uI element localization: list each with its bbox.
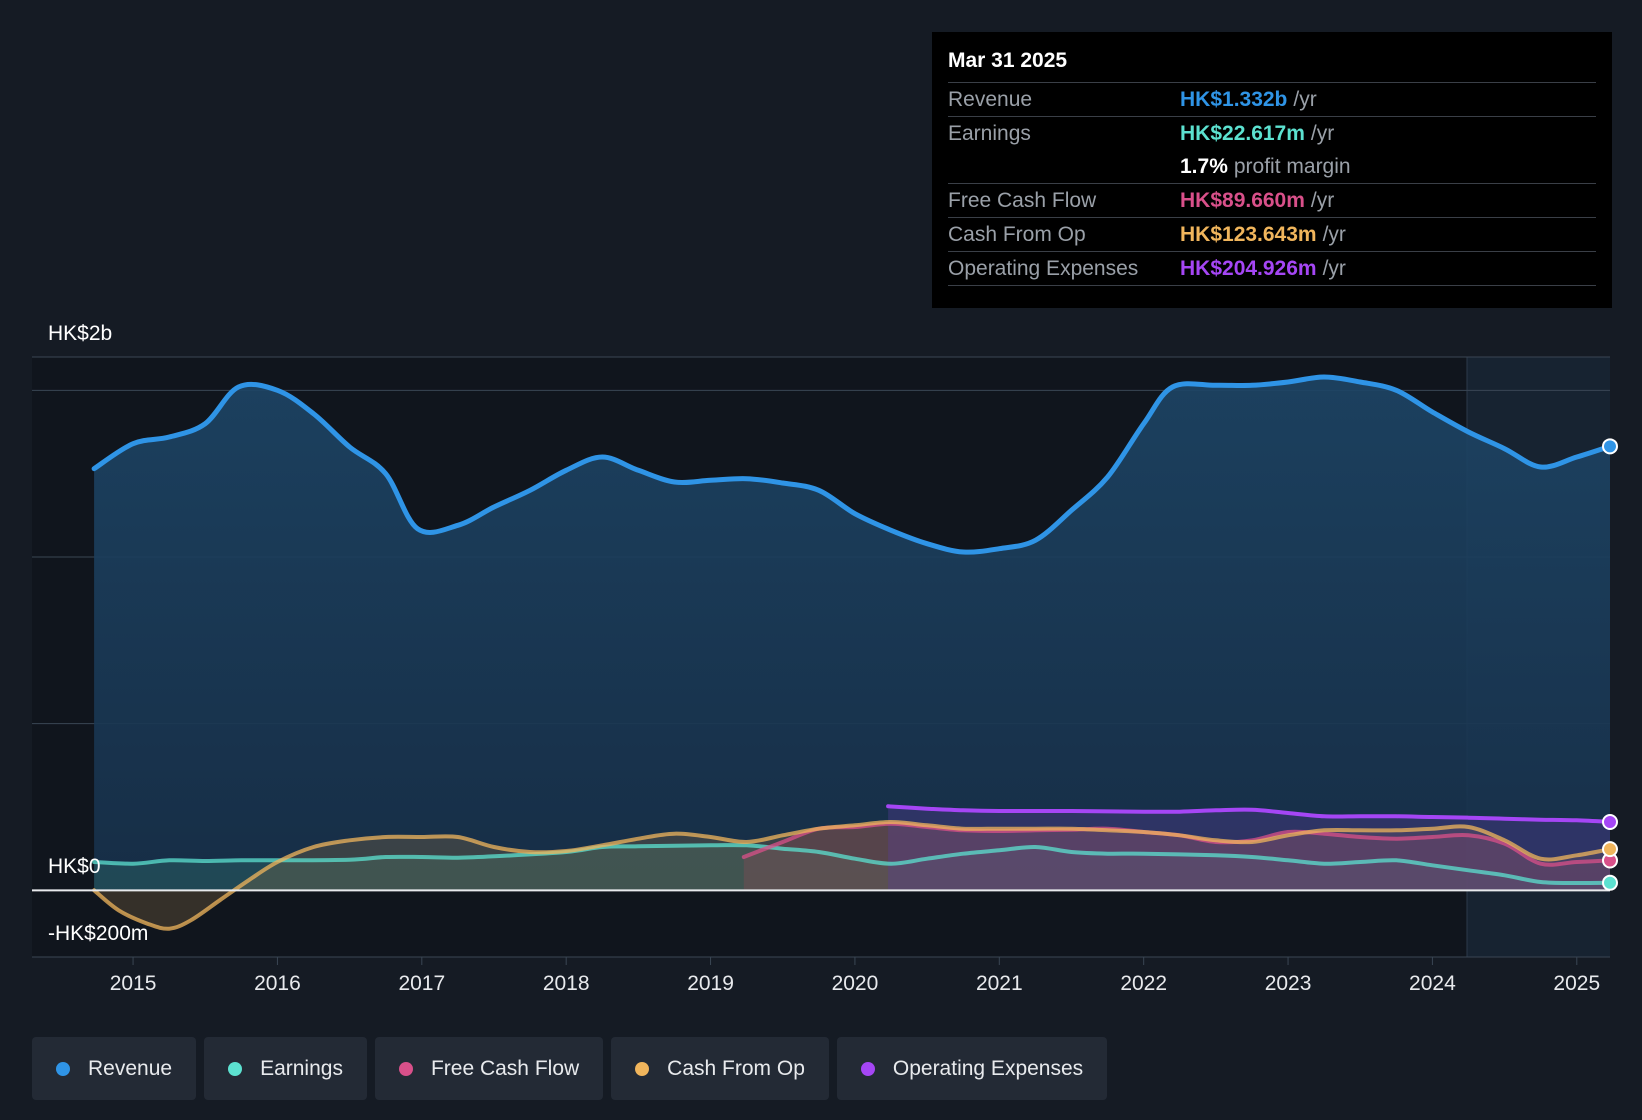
earnings-line — [92, 843, 1612, 886]
y-axis-labels: HK$2b HK$0 -HK$200m — [48, 322, 148, 945]
x-tick-label: 2017 — [398, 972, 445, 995]
chart-legend: Revenue Earnings Free Cash Flow Cash From O… — [32, 1037, 1108, 1100]
tooltip-label: Revenue — [948, 87, 1033, 111]
legend-item-earnings[interactable]: Earnings — [204, 1037, 367, 1100]
cash-from-op-line — [92, 820, 1612, 931]
tooltip-unit: /yr — [1310, 121, 1335, 145]
cash-from-op-end-marker[interactable] — [1602, 841, 1618, 858]
revenue-line — [91, 374, 1613, 555]
operating-expenses-line — [886, 804, 1612, 824]
series-lines — [91, 374, 1613, 931]
cash-from-op-area — [94, 822, 1611, 929]
x-tick-label: 2015 — [110, 972, 157, 995]
tooltip-label: Earnings — [948, 121, 1031, 145]
tooltip-label: Operating Expenses — [948, 256, 1139, 280]
tooltip-row: Operating Expenses HK$204.926m/yr — [948, 251, 1596, 286]
legend-item-free-cash-flow[interactable]: Free Cash Flow — [374, 1037, 604, 1100]
tooltip-unit: profit margin — [1233, 154, 1351, 178]
legend-dot-icon — [228, 1061, 243, 1076]
series-end-markers — [1602, 438, 1618, 891]
legend-label: Revenue — [88, 1056, 173, 1080]
x-tick-label: 2022 — [1120, 972, 1167, 995]
tooltip-value: HK$123.643m — [1180, 222, 1317, 246]
tooltip-row: Revenue HK$1.332b/yr — [948, 82, 1596, 116]
x-tick-label: 2016 — [254, 972, 301, 995]
tooltip-date: Mar 31 2025 — [948, 49, 1068, 72]
tooltip-row: Earnings HK$22.617m/yr — [948, 116, 1596, 150]
y-tick-label: HK$2b — [48, 322, 112, 345]
operating-expenses-end-marker[interactable] — [1602, 814, 1618, 831]
tooltip-row: Free Cash Flow HK$89.660m/yr — [948, 183, 1596, 217]
legend-item-cash-from-op[interactable]: Cash From Op — [611, 1037, 829, 1100]
x-tick-label: 2025 — [1553, 972, 1600, 995]
tooltip-row: 1.7% profit margin — [948, 150, 1596, 183]
x-tick-label: 2019 — [687, 972, 734, 995]
revenue-end-marker[interactable] — [1602, 438, 1618, 455]
y-tick-label: -HK$200m — [48, 922, 148, 945]
y-tick-label: HK$0 — [48, 855, 101, 878]
legend-dot-icon — [635, 1061, 650, 1076]
tooltip-label: Cash From Op — [948, 222, 1086, 246]
legend-dot-icon — [56, 1061, 70, 1076]
tooltip-value: 1.7% — [1180, 154, 1228, 178]
legend-label: Earnings — [260, 1056, 343, 1080]
tooltip-unit: /yr — [1310, 188, 1335, 212]
x-tick-label: 2018 — [543, 972, 590, 995]
earnings-end-marker[interactable] — [1602, 874, 1618, 891]
x-tick-label: 2024 — [1409, 972, 1456, 995]
tooltip-value: HK$22.617m — [1180, 121, 1305, 145]
revenue-area — [94, 377, 1611, 891]
legend-dot-icon — [398, 1061, 413, 1076]
legend-item-revenue[interactable]: Revenue — [32, 1037, 197, 1100]
legend-label: Cash From Op — [667, 1056, 805, 1080]
tooltip-row: Cash From Op HK$123.643m/yr — [948, 217, 1596, 251]
legend-dot-icon — [860, 1061, 875, 1076]
legend-label: Free Cash Flow — [430, 1056, 580, 1080]
x-axis-labels: 2015 2016 2017 2018 2019 2020 2021 2022 2023 2024… — [110, 957, 1600, 995]
tooltip-unit: /yr — [1322, 256, 1346, 280]
x-tick-label: 2023 — [1265, 972, 1312, 995]
legend-item-operating-expenses[interactable]: Operating Expenses — [836, 1037, 1108, 1100]
tooltip-unit: /yr — [1322, 222, 1346, 246]
data-tooltip: Mar 31 2025 Revenue HK$1.332b/yr Earnings H… — [932, 32, 1612, 308]
legend-label: Operating Expenses — [892, 1056, 1084, 1080]
tooltip-label: Free Cash Flow — [948, 188, 1097, 212]
tooltip-value: HK$1.332b — [1180, 87, 1288, 111]
tooltip-unit: /yr — [1293, 87, 1317, 111]
x-tick-label: 2021 — [976, 972, 1023, 995]
tooltip-value: HK$89.660m — [1180, 188, 1305, 212]
tooltip-value: HK$204.926m — [1180, 256, 1317, 280]
x-tick-label: 2020 — [832, 972, 879, 995]
